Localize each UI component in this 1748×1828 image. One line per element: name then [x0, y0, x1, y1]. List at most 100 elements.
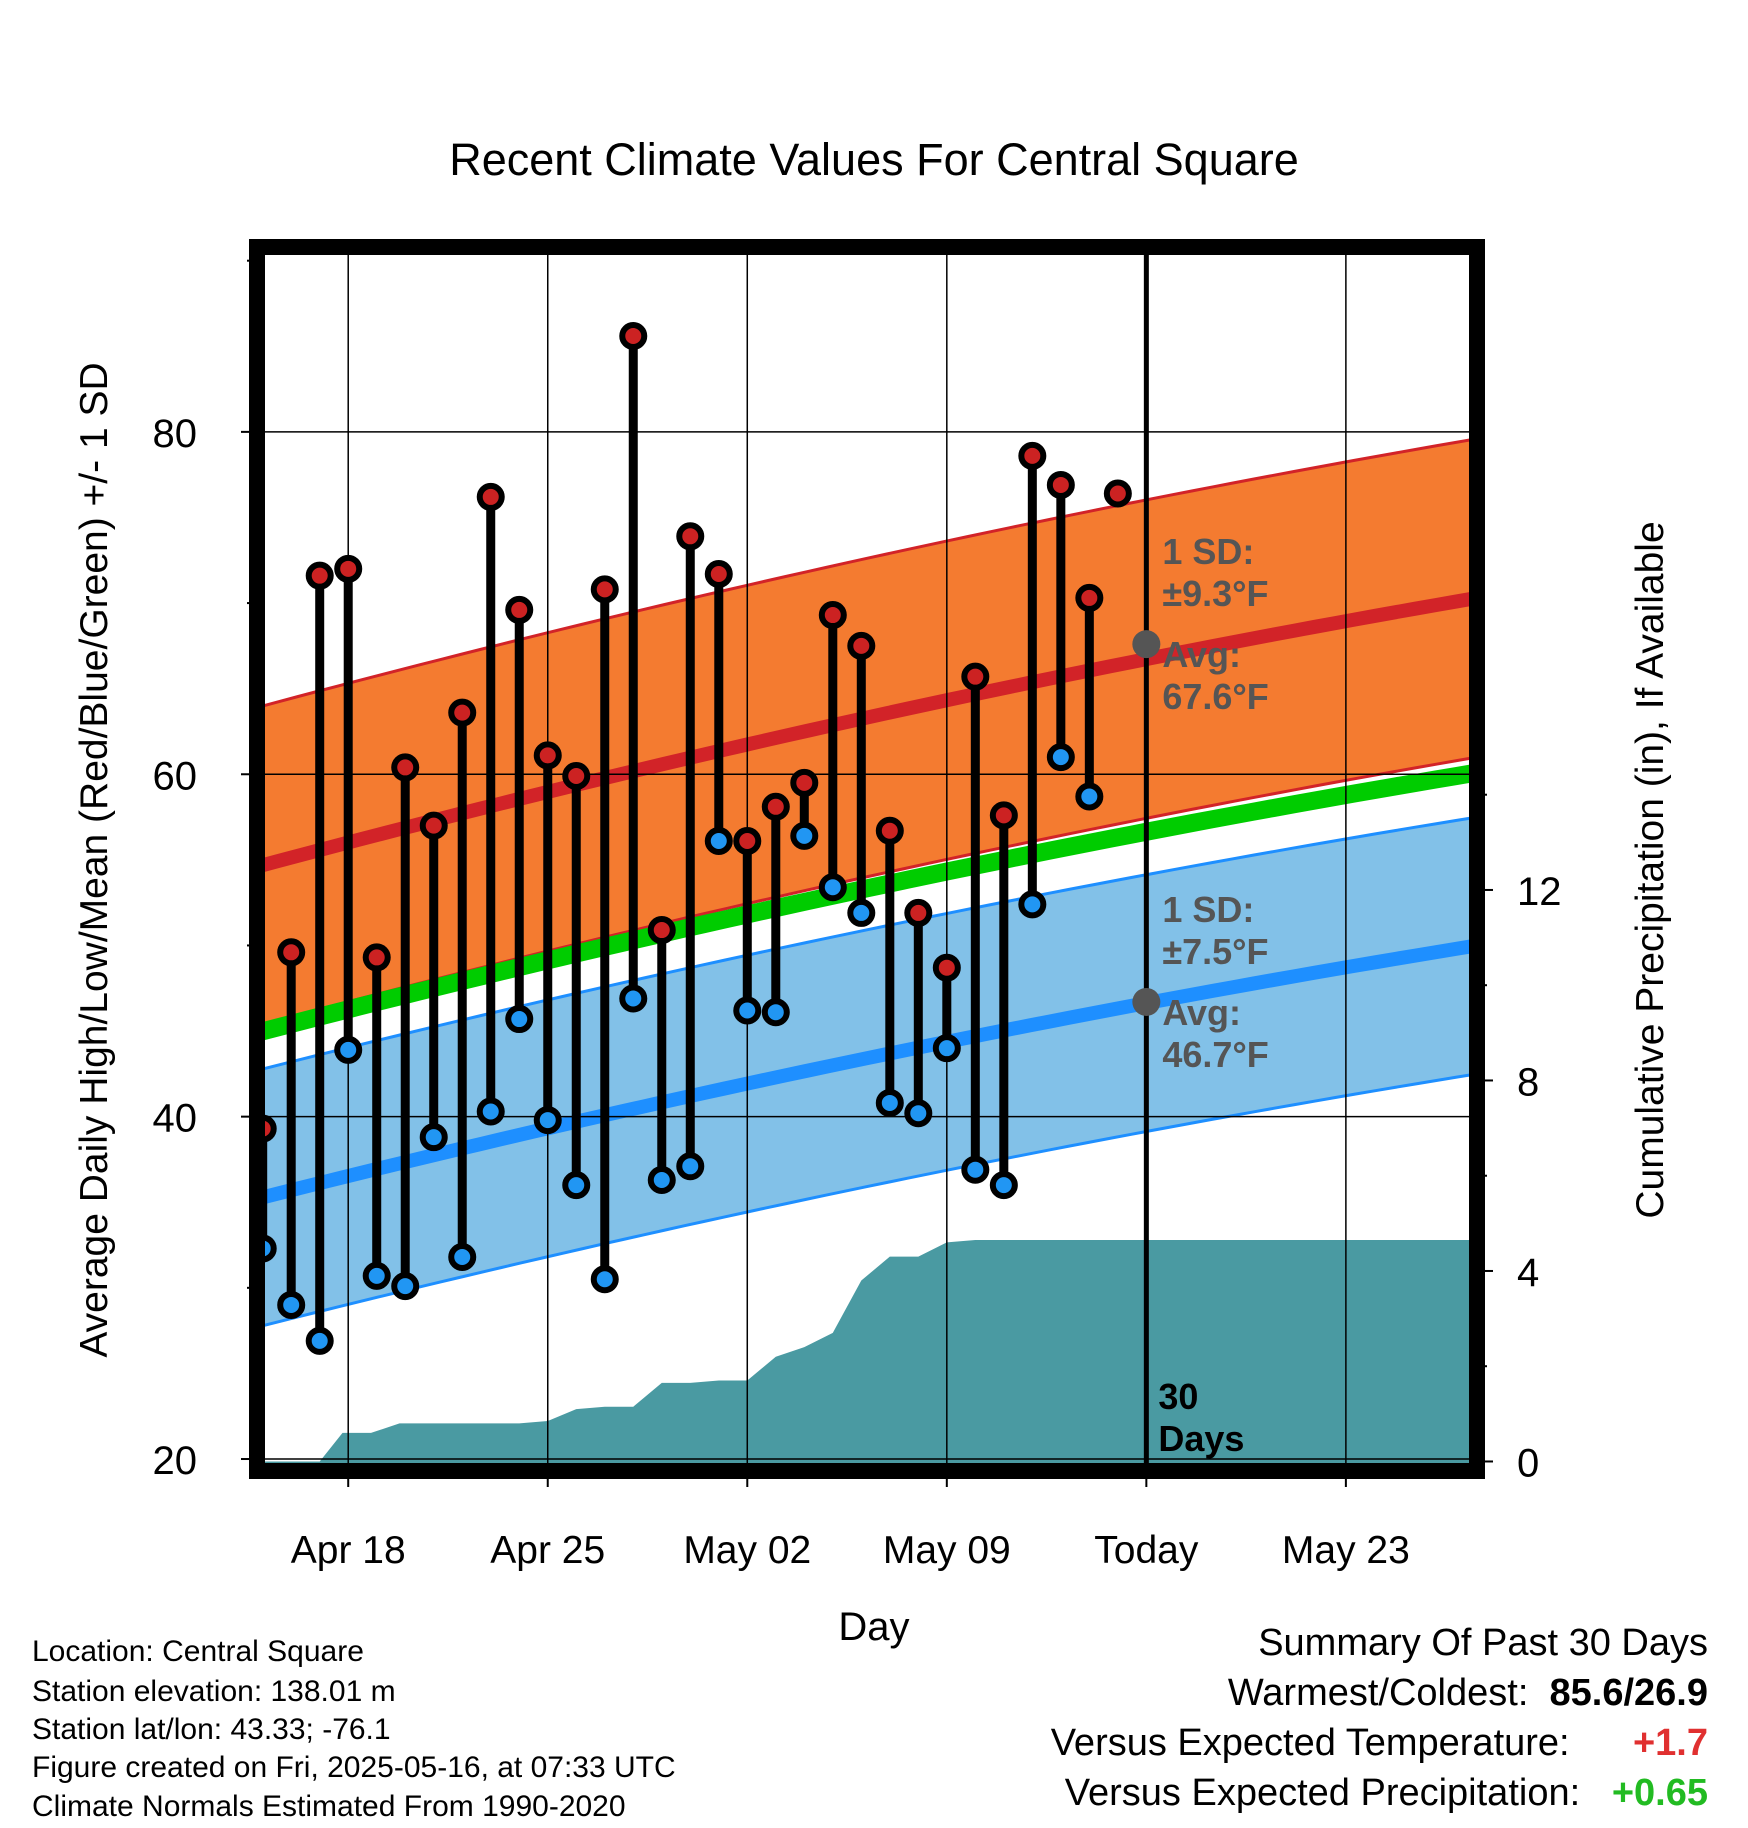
y-tick-label: 20: [153, 1439, 198, 1483]
daily-high-point: [932, 953, 961, 982]
info-latlon: Station lat/lon: 43.33; -76.1: [32, 1713, 391, 1746]
summary-precip-row: Versus Expected Precipitation: +0.65: [1065, 1772, 1708, 1815]
daily-high-point: [647, 916, 676, 945]
high-annotation-sd-value: ±9.3°F: [1162, 573, 1268, 614]
x-tick-label: May 02: [683, 1529, 811, 1572]
daily-high-point: [1075, 583, 1104, 612]
high-annotation-avg-label: Avg:: [1162, 634, 1241, 675]
daily-high-point: [362, 943, 391, 972]
summary-temp-row: Versus Expected Temperature: +1.7: [1051, 1722, 1708, 1765]
daily-low-point: [676, 1152, 705, 1181]
daily-low-point: [875, 1088, 904, 1117]
low-annotation-avg-label: Avg:: [1162, 992, 1241, 1033]
daily-low-point: [904, 1099, 933, 1128]
y-tick-label: 40: [153, 1097, 198, 1141]
daily-high-point: [761, 792, 790, 821]
precip-area: [257, 1240, 1477, 1471]
chart-title: Recent Climate Values For Central Square: [449, 134, 1299, 185]
daily-low-point: [818, 873, 847, 902]
daily-low-point: [419, 1123, 448, 1152]
high-sd-band: [257, 438, 1477, 1026]
today-days-label-0: 30: [1158, 1376, 1198, 1417]
daily-low-point: [1075, 782, 1104, 811]
x-tick-label: Today: [1094, 1529, 1199, 1572]
low-sd-band: [257, 817, 1477, 1328]
daily-low-point: [391, 1272, 420, 1301]
y-axis-label: Average Daily High/Low/Mean (Red/Blue/Gr…: [73, 362, 116, 1357]
summary-temp-value: +1.7: [1632, 1722, 1708, 1764]
daily-high-point: [562, 761, 591, 790]
daily-low-point: [334, 1035, 363, 1064]
y2-tick-label: 4: [1517, 1251, 1539, 1295]
summary-precip-label: Versus Expected Precipitation:: [1064, 1772, 1581, 1814]
summary-precip-value: +0.65: [1611, 1772, 1708, 1814]
daily-low-point: [647, 1165, 676, 1194]
daily-low-point: [961, 1155, 990, 1184]
x-axis-label: Day: [838, 1605, 909, 1649]
daily-high-point: [961, 662, 990, 691]
summary-warmest-value: 85.6/26.9: [1549, 1672, 1708, 1714]
summary-warmest-label: Warmest/Coldest:: [1227, 1672, 1529, 1714]
daily-high-point: [590, 575, 619, 604]
high-annotation-sd-label: 1 SD:: [1162, 531, 1254, 572]
x-tick-label: May 23: [1282, 1529, 1410, 1572]
today-days-label-1: Days: [1158, 1418, 1244, 1459]
x-tick-label: Apr 18: [291, 1529, 406, 1572]
daily-high-point: [989, 801, 1018, 830]
daily-high-point: [1046, 470, 1075, 499]
daily-high-point: [818, 601, 847, 630]
daily-low-point: [362, 1261, 391, 1290]
y2-tick-label: 0: [1517, 1441, 1539, 1485]
y-tick-label: 80: [153, 412, 198, 456]
daily-low-point: [305, 1326, 334, 1355]
y2-axis-label: Cumulative Precipitation (in), If Availa…: [1629, 521, 1672, 1218]
daily-high-point: [533, 741, 562, 770]
summary-warmest-row: Warmest/Coldest: 85.6/26.9: [1228, 1672, 1708, 1715]
daily-low-point: [847, 898, 876, 927]
daily-low-point: [989, 1171, 1018, 1200]
plot-frame: [249, 239, 1485, 1479]
daily-low-point: [562, 1171, 591, 1200]
info-location: Location: Central Square: [32, 1635, 364, 1668]
daily-low-point: [476, 1097, 505, 1126]
daily-low-point: [619, 984, 648, 1013]
x-tick-label: May 09: [883, 1529, 1011, 1572]
daily-low-point: [277, 1290, 306, 1319]
daily-high-point: [448, 698, 477, 727]
daily-low-point: [533, 1106, 562, 1135]
daily-high-point: [277, 938, 306, 967]
low-today-avg-marker: [1132, 987, 1161, 1016]
daily-high-point: [619, 322, 648, 351]
summary-title: Summary Of Past 30 Days: [1258, 1622, 1708, 1664]
low-annotation-avg-value: 46.7°F: [1162, 1034, 1268, 1075]
daily-high-point: [875, 816, 904, 845]
daily-high-point: [419, 811, 448, 840]
low-sd-lower-line: [257, 1072, 1477, 1329]
info-created: Figure created on Fri, 2025-05-16, at 07…: [32, 1751, 676, 1784]
daily-high-point: [733, 827, 762, 856]
daily-low-point: [704, 827, 733, 856]
daily-low-point: [932, 1034, 961, 1063]
y2-tick-label: 8: [1517, 1060, 1539, 1104]
daily-low-point: [590, 1265, 619, 1294]
daily-low-point: [1046, 743, 1075, 772]
daily-high-point: [505, 595, 534, 624]
daily-high-point: [476, 482, 505, 511]
daily-high-point: [790, 768, 819, 797]
summary-temp-label: Versus Expected Temperature:: [1050, 1722, 1570, 1764]
daily-high-point: [305, 561, 334, 590]
daily-high-point: [847, 631, 876, 660]
daily-low-point: [505, 1005, 534, 1034]
daily-low-point: [448, 1243, 477, 1272]
daily-high-point: [676, 522, 705, 551]
high-annotation-avg-value: 67.6°F: [1162, 676, 1268, 717]
high-today-avg-marker: [1132, 630, 1161, 659]
daily-low-point: [733, 996, 762, 1025]
daily-high-point: [704, 559, 733, 588]
daily-low-point: [1018, 890, 1047, 919]
daily-high-point: [904, 898, 933, 927]
daily-low-point: [761, 998, 790, 1027]
info-normals: Climate Normals Estimated From 1990-2020: [32, 1790, 626, 1823]
